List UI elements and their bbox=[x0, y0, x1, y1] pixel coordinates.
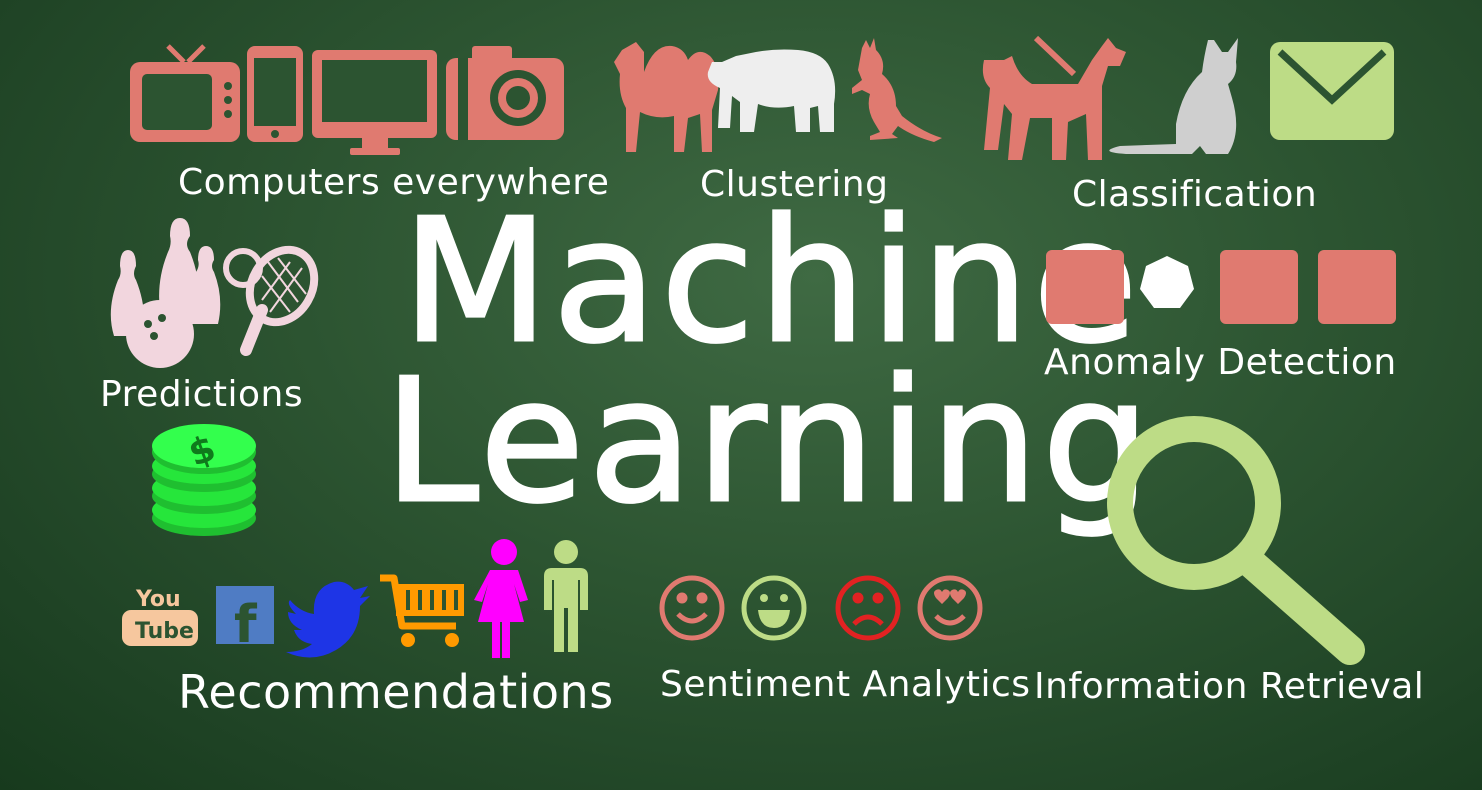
label-computers: Computers everywhere bbox=[178, 162, 609, 203]
youtube-logo-bottom: Tube bbox=[135, 619, 194, 644]
man-icon bbox=[544, 540, 588, 652]
square-icon bbox=[1046, 250, 1124, 324]
label-predictions: Predictions bbox=[100, 374, 303, 415]
coin-stack-icon: $ bbox=[152, 424, 256, 536]
camel-icon bbox=[614, 42, 719, 152]
bowling-icon bbox=[110, 218, 221, 368]
title-line1: Machine bbox=[402, 183, 1142, 381]
label-clustering: Clustering bbox=[700, 164, 888, 205]
dog-icon bbox=[982, 35, 1126, 160]
main-title: Machine Learning bbox=[383, 182, 1154, 543]
tennis-racket-icon bbox=[223, 245, 319, 356]
sad-icon bbox=[835, 575, 901, 641]
title-line2: Learning bbox=[384, 343, 1154, 541]
youtube-logo-top: You bbox=[135, 587, 181, 612]
grin-icon bbox=[741, 575, 807, 641]
square-icon bbox=[1220, 250, 1298, 324]
label-classification: Classification bbox=[1072, 174, 1317, 215]
heart-eyes-icon bbox=[917, 575, 983, 641]
smile-icon bbox=[659, 575, 725, 641]
kangaroo-icon bbox=[852, 38, 942, 142]
smartphone-icon bbox=[247, 46, 303, 142]
envelope-icon bbox=[1270, 42, 1394, 140]
shopping-cart-icon bbox=[380, 574, 464, 647]
facebook-logo: f bbox=[216, 586, 274, 655]
tv-icon bbox=[130, 44, 240, 142]
label-recommendations: Recommendations bbox=[178, 665, 614, 719]
anomaly-icons bbox=[1046, 250, 1396, 324]
monitor-icon bbox=[312, 50, 437, 155]
label-retrieval: Information Retrieval bbox=[1034, 666, 1424, 707]
youtube-logo: You Tube bbox=[122, 587, 198, 646]
woman-icon bbox=[474, 539, 528, 658]
magnifier-icon bbox=[1107, 416, 1365, 665]
bear-icon bbox=[707, 49, 836, 132]
label-anomaly: Anomaly Detection bbox=[1044, 342, 1397, 383]
label-sentiment: Sentiment Analytics bbox=[660, 664, 1031, 705]
camera-icon bbox=[446, 46, 564, 140]
facebook-logo-letter: f bbox=[234, 595, 258, 655]
square-icon bbox=[1318, 250, 1396, 324]
cat-icon bbox=[1109, 38, 1238, 154]
heptagon-icon bbox=[1140, 256, 1194, 308]
twitter-bird-icon bbox=[286, 581, 370, 658]
